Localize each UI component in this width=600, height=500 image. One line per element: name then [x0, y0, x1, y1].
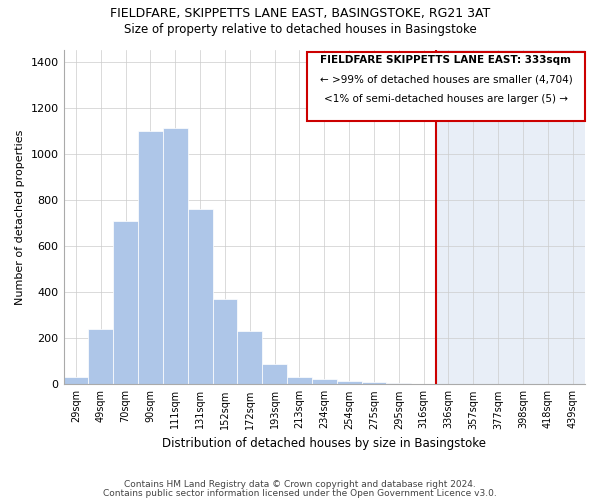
Bar: [238, 332, 262, 384]
Text: Size of property relative to detached houses in Basingstoke: Size of property relative to detached ho…: [124, 22, 476, 36]
Bar: [212, 299, 238, 384]
Bar: [262, 364, 287, 384]
Text: <1% of semi-detached houses are larger (5) →: <1% of semi-detached houses are larger (…: [324, 94, 568, 104]
Bar: [362, 382, 386, 384]
Text: ← >99% of detached houses are smaller (4,704): ← >99% of detached houses are smaller (4…: [320, 74, 572, 85]
Text: FIELDFARE SKIPPETTS LANE EAST: 333sqm: FIELDFARE SKIPPETTS LANE EAST: 333sqm: [320, 55, 571, 65]
Bar: [113, 220, 138, 384]
Y-axis label: Number of detached properties: Number of detached properties: [15, 130, 25, 305]
Bar: [163, 128, 188, 384]
Bar: [138, 130, 163, 384]
Bar: [436, 50, 585, 384]
Bar: [64, 378, 88, 384]
Bar: [88, 329, 113, 384]
Text: FIELDFARE, SKIPPETTS LANE EAST, BASINGSTOKE, RG21 3AT: FIELDFARE, SKIPPETTS LANE EAST, BASINGST…: [110, 8, 490, 20]
Bar: [188, 209, 212, 384]
Bar: [312, 378, 337, 384]
Bar: [337, 381, 362, 384]
X-axis label: Distribution of detached houses by size in Basingstoke: Distribution of detached houses by size …: [162, 437, 486, 450]
Bar: [386, 383, 411, 384]
Text: Contains HM Land Registry data © Crown copyright and database right 2024.: Contains HM Land Registry data © Crown c…: [124, 480, 476, 489]
Bar: [287, 378, 312, 384]
Text: Contains public sector information licensed under the Open Government Licence v3: Contains public sector information licen…: [103, 490, 497, 498]
